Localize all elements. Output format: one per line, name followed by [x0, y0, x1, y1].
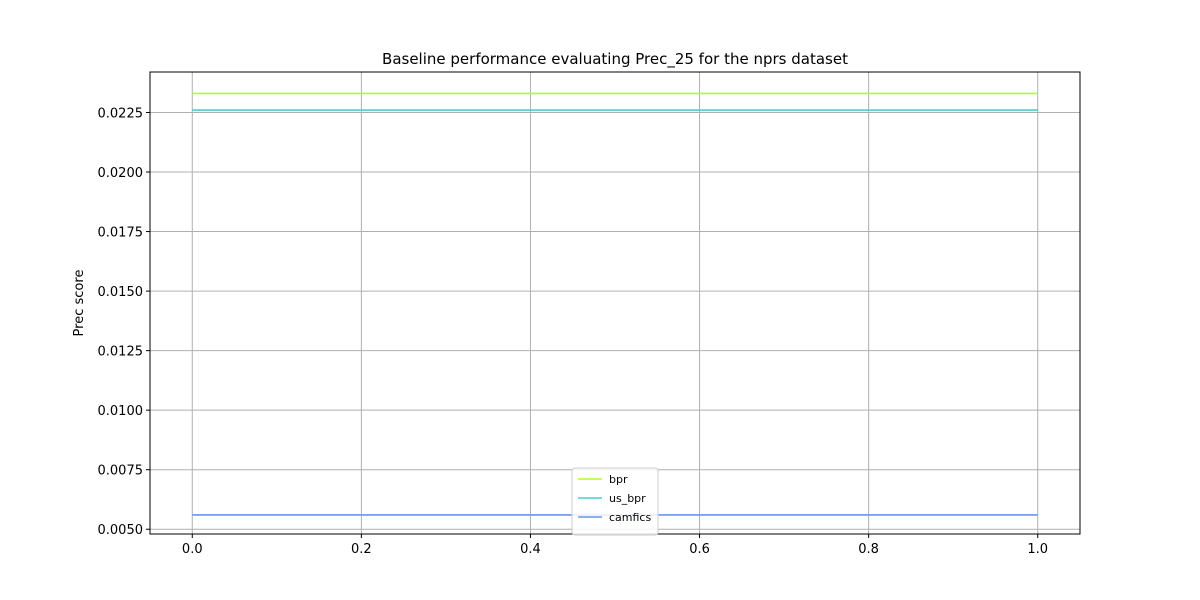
y-tick-label: 0.0075: [98, 464, 144, 479]
y-axis-label: Prec score: [72, 270, 87, 337]
y-tick-label: 0.0125: [98, 345, 144, 360]
x-tick-label: 0.4: [520, 542, 541, 557]
x-tick-label: 0.8: [858, 542, 879, 557]
legend-label: bpr: [609, 473, 628, 486]
legend-label: camfics: [609, 511, 651, 524]
y-axis-ticks: 0.0050 0.0075 0.0100 0.0125 0.0150 0.0175 0.02…: [98, 106, 150, 538]
x-tick-label: 0.6: [689, 542, 710, 557]
x-tick-label: 0.2: [351, 542, 372, 557]
y-tick-label: 0.0050: [98, 523, 144, 538]
legend-box: [571, 467, 659, 536]
legend-label: us_bpr: [609, 492, 646, 505]
y-tick-label: 0.0100: [98, 404, 144, 419]
grid: [150, 72, 1080, 534]
y-tick-label: 0.0175: [98, 226, 144, 241]
x-axis-ticks: 0.0 0.2 0.4 0.6 0.8 1.0: [182, 534, 1048, 557]
y-tick-label: 0.0225: [98, 106, 144, 121]
x-tick-label: 0.0: [182, 542, 203, 557]
y-tick-label: 0.0200: [98, 166, 144, 181]
x-tick-label: 1.0: [1027, 542, 1048, 557]
y-tick-label: 0.0150: [98, 285, 144, 300]
chart-title: Baseline performance evaluating Prec_25 …: [382, 50, 848, 69]
